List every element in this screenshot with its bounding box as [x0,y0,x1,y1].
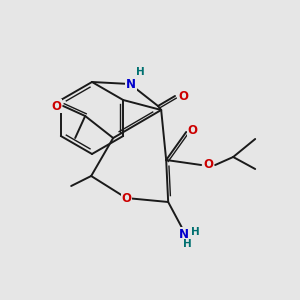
Text: H: H [191,227,200,237]
Text: O: O [121,191,131,205]
Text: O: O [51,100,61,112]
Text: O: O [187,124,197,136]
Text: N: N [126,77,136,91]
Text: H: H [183,239,192,249]
Text: O: O [178,89,188,103]
Text: O: O [203,158,213,172]
Text: N: N [179,227,189,241]
Text: H: H [136,67,144,77]
